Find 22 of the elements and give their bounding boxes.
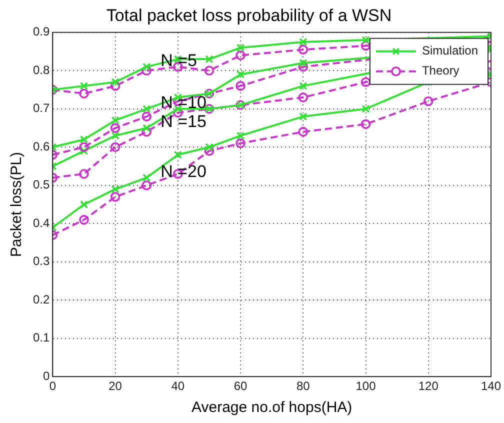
x-tick-label: 140 xyxy=(480,379,502,394)
x-tick-label: 60 xyxy=(234,379,248,394)
y-tick-label: 0.7 xyxy=(32,101,50,116)
y-tick-label: 0.1 xyxy=(32,330,50,345)
y-tick-label: 0.8 xyxy=(32,62,50,77)
x-tick-label: 40 xyxy=(171,379,185,394)
y-tick-label: 0.4 xyxy=(32,216,50,230)
y-tick-label: 0.9 xyxy=(32,24,50,39)
x-tick-label: 80 xyxy=(296,379,310,394)
chart-title: Total packet loss probability of a WSN xyxy=(106,6,392,25)
x-axis-title: Average no.of hops(HA) xyxy=(192,399,352,416)
y-axis-title: Packet loss(PL) xyxy=(8,152,26,258)
legend-label: Theory xyxy=(422,64,460,78)
legend-label: Simulation xyxy=(422,44,478,58)
x-tick-label: 120 xyxy=(418,379,439,394)
x-tick-label: 20 xyxy=(108,379,122,394)
y-tick-label: 0.5 xyxy=(32,178,50,192)
x-tick-label: 100 xyxy=(356,379,376,394)
y-tick-label: 0 xyxy=(42,368,50,383)
y-tick-label: 0.3 xyxy=(32,254,50,268)
y-tick-label: 0.6 xyxy=(32,139,50,154)
y-tick-label: 0.2 xyxy=(32,292,50,306)
